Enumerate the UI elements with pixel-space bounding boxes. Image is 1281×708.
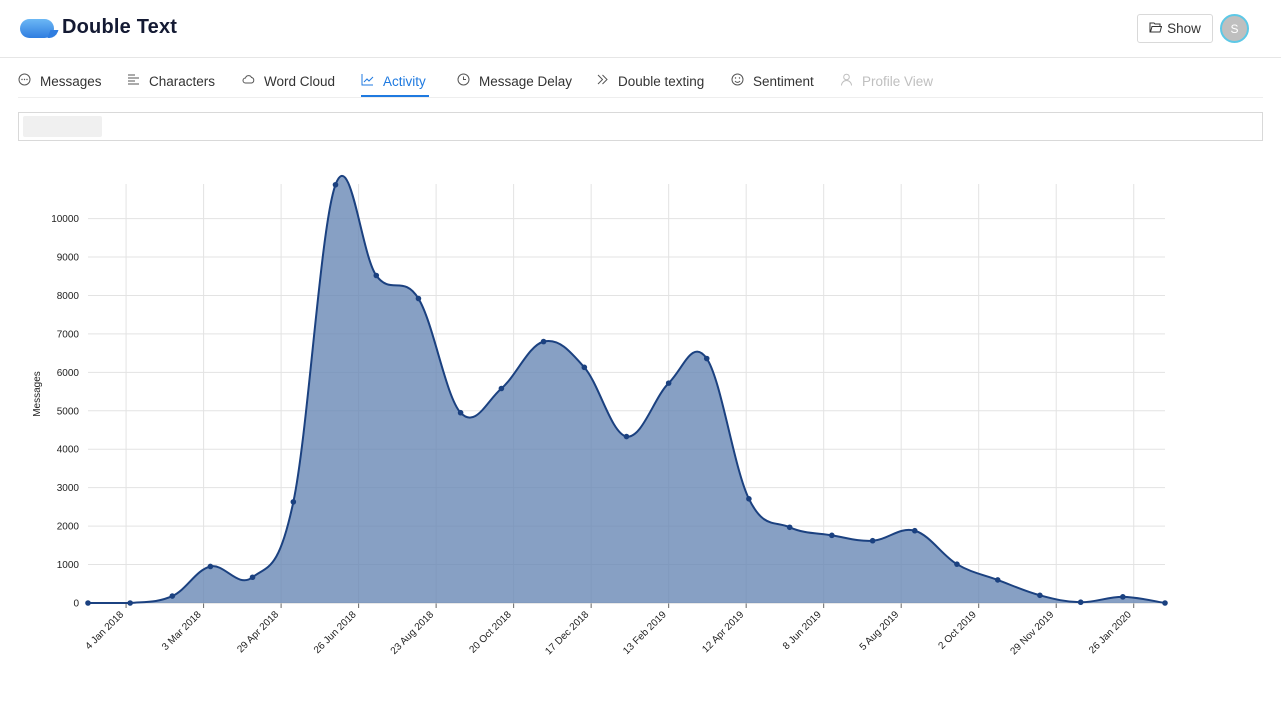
show-button-label: Show: [1167, 21, 1201, 36]
data-point: [666, 380, 672, 386]
tab-word-cloud[interactable]: Word Cloud: [242, 70, 335, 92]
data-point: [787, 524, 793, 530]
x-tick-label: 2 Oct 2019: [936, 609, 979, 652]
x-tick-label: 20 Oct 2018: [467, 609, 514, 656]
avatar[interactable]: S: [1220, 14, 1249, 43]
data-point: [250, 574, 256, 580]
data-point: [870, 538, 876, 544]
x-tick-label: 4 Jan 2018: [83, 609, 126, 652]
tab-double-texting[interactable]: Double texting: [596, 70, 704, 92]
text-lines-icon: [127, 73, 140, 89]
logo-icon: [20, 19, 54, 38]
data-point: [499, 386, 505, 392]
tab-label: Word Cloud: [264, 74, 335, 89]
x-tick-label: 12 Apr 2019: [700, 609, 746, 655]
x-tick-label: 3 Mar 2018: [160, 609, 204, 653]
y-tick-label: 1000: [57, 560, 80, 571]
data-point: [291, 499, 297, 505]
y-tick-label: 5000: [57, 406, 80, 417]
y-tick-label: 10000: [51, 214, 79, 225]
data-point: [1078, 599, 1084, 605]
clock-icon: [457, 73, 470, 89]
y-tick-label: 4000: [57, 445, 80, 456]
data-point: [954, 561, 960, 567]
data-point: [1162, 600, 1168, 606]
tab-label: Double texting: [618, 74, 704, 89]
cloud-icon: [242, 73, 255, 89]
tab-message-delay[interactable]: Message Delay: [457, 70, 572, 92]
data-point: [416, 296, 422, 302]
tab-label: Characters: [149, 74, 215, 89]
show-button[interactable]: Show: [1137, 14, 1213, 43]
tab-label: Profile View: [862, 74, 933, 89]
y-tick-label: 0: [73, 599, 79, 610]
x-tick-label: 8 Jun 2019: [781, 609, 824, 652]
x-tick-label: 26 Jan 2020: [1087, 609, 1134, 656]
activity-chart: 0 1000 2000 3000 4000 5000 6000 7000 8000 9000 100…: [0, 150, 1281, 690]
data-point: [746, 496, 752, 502]
smile-icon: [731, 73, 744, 89]
tab-characters[interactable]: Characters: [127, 70, 215, 92]
data-point: [912, 528, 918, 534]
y-tick-label: 6000: [57, 368, 80, 379]
x-tick-label: 23 Aug 2018: [389, 609, 437, 657]
y-tick-label: 2000: [57, 522, 80, 533]
data-point: [1037, 593, 1043, 599]
data-point: [995, 577, 1001, 583]
chat-icon: [18, 73, 31, 89]
tabs-divider: [18, 97, 1263, 98]
data-point: [458, 410, 464, 416]
double-chevron-icon: [596, 73, 609, 89]
data-point: [541, 339, 547, 345]
data-point: [85, 600, 91, 606]
tab-label: Messages: [40, 74, 102, 89]
tab-label: Sentiment: [753, 74, 814, 89]
x-tick-label: 29 Apr 2018: [235, 609, 281, 655]
data-point: [170, 593, 176, 599]
y-axis-label: Messages: [32, 371, 43, 417]
tab-label: Activity: [383, 74, 426, 89]
series-area: [88, 176, 1165, 603]
y-tick-label: 8000: [57, 291, 80, 302]
data-point: [1120, 594, 1126, 600]
tab-messages[interactable]: Messages: [18, 70, 102, 92]
date-range-slider[interactable]: [18, 112, 1263, 141]
y-tick-label: 3000: [57, 483, 80, 494]
y-tick-label: 9000: [57, 253, 80, 264]
tab-profile-view: Profile View: [840, 70, 933, 92]
tab-activity[interactable]: Activity: [361, 70, 426, 92]
app-header: Double Text Show S: [0, 0, 1281, 58]
y-axis-ticks: 0 1000 2000 3000 4000 5000 6000 7000 8000 9000 100…: [51, 214, 79, 609]
tab-label: Message Delay: [479, 74, 572, 89]
data-point: [127, 600, 133, 606]
data-point: [208, 564, 214, 570]
line-chart-icon: [361, 73, 374, 89]
x-tick-label: 5 Aug 2019: [858, 609, 902, 653]
data-point: [582, 365, 588, 371]
app-title: Double Text: [62, 16, 177, 39]
tab-sentiment[interactable]: Sentiment: [731, 70, 814, 92]
x-tick-label: 26 Jun 2018: [312, 609, 359, 656]
x-tick-label: 29 Nov 2019: [1008, 609, 1056, 657]
data-point: [704, 356, 710, 362]
x-axis-ticks: 4 Jan 2018 3 Mar 2018 29 Apr 2018 26 Jun 20…: [83, 609, 1134, 657]
x-tick-label: 13 Feb 2019: [621, 609, 669, 657]
data-point: [333, 182, 339, 188]
folder-icon: [1149, 21, 1162, 36]
date-range-handle[interactable]: [23, 116, 102, 137]
data-point: [624, 434, 630, 440]
data-point: [829, 533, 835, 539]
user-icon: [840, 73, 853, 89]
data-point: [373, 273, 379, 279]
y-tick-label: 7000: [57, 329, 80, 340]
active-tab-indicator: [361, 95, 429, 97]
x-tick-label: 17 Dec 2018: [543, 609, 591, 657]
